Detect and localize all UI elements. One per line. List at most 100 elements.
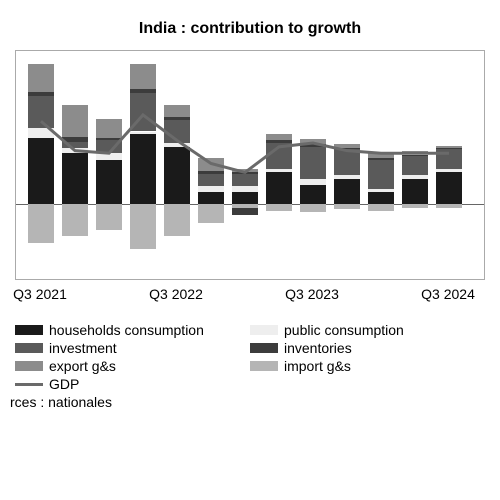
bar-segment [62,148,88,153]
bar-segment [368,160,394,189]
bar-group [334,51,360,279]
bar-group [436,51,462,279]
bar-segment [300,204,326,212]
legend-label: export g&s [49,358,116,374]
bar-segment [300,139,326,144]
bar-group [130,51,156,279]
bar-segment [198,186,224,191]
chart-plot-area [15,50,485,280]
bar-segment [164,120,190,143]
bar-segment [96,140,122,153]
legend-swatch [15,343,43,353]
bar-segment [266,169,292,173]
legend-swatch [15,361,43,371]
bar-segment [436,169,462,173]
legend-swatch [15,325,43,335]
bar-segment [28,96,54,128]
bar-segment [232,169,258,173]
legend-swatch [250,361,278,371]
bar-segment [300,144,326,147]
bar-segment [28,92,54,96]
bar-group [62,51,88,279]
bar-segment [96,119,122,138]
legend-item: export g&s [15,358,250,374]
bar-segment [334,148,360,149]
bar-segment [164,117,190,120]
bar-segment [334,175,360,179]
bar-segment [266,204,292,210]
bar-segment [130,132,156,135]
source-text: rces : nationales [10,394,490,410]
bar-segment [62,204,88,236]
bar-segment [62,137,88,142]
bar-segment [232,192,258,205]
bar-segment [164,147,190,205]
bar-segment [300,185,326,204]
bar-group [368,51,394,279]
bar-segment [198,158,224,171]
bar-group [198,51,224,279]
bar-segment [130,64,156,90]
bar-segment [130,93,156,131]
bar-segment [436,172,462,204]
legend-item: inventories [250,340,485,356]
bar-segment [232,208,258,214]
bar-segment [164,105,190,118]
bar-segment [130,89,156,93]
bar-segment [334,179,360,205]
bar-segment [334,149,360,175]
legend-row: households consumptionpublic consumption [15,322,485,338]
bar-segment [28,64,54,92]
bar-segment [198,192,224,205]
bar-segment [232,174,258,187]
bar-segment [334,144,360,148]
chart-title: India : contribution to growth [10,20,490,38]
bar-segment [130,134,156,204]
x-axis-labels: Q3 2021Q3 2022Q3 2023Q3 2024 [15,286,485,304]
legend-label: GDP [49,376,79,392]
legend-row: export g&s import g&s [15,358,485,374]
legend-swatch [250,343,278,353]
bar-segment [402,175,428,179]
bar-group [96,51,122,279]
bar-segment [62,105,88,137]
bar-segment [402,204,428,208]
bar-segment [96,153,122,159]
bar-group [266,51,292,279]
x-tick-label: Q3 2023 [285,286,339,302]
legend-item: GDP [15,376,250,392]
bar-segment [266,143,292,169]
bar-segment [96,138,122,141]
bar-segment [198,171,224,174]
bar-segment [436,148,462,149]
bar-segment [198,174,224,187]
bar-segment [368,204,394,210]
bar-segment [232,172,258,173]
bar-segment [368,158,394,159]
bar-segment [164,204,190,236]
legend-swatch [250,325,278,335]
bar-segment [402,179,428,205]
legend-row: investment inventories [15,340,485,356]
bar-segment [300,179,326,185]
bar-segment [368,192,394,205]
legend-item: investment [15,340,250,356]
legend-swatch-line [15,383,43,386]
bar-segment [402,156,428,175]
bar-group [232,51,258,279]
bar-segment [436,146,462,149]
bar-segment [368,189,394,192]
bar-segment [436,204,462,208]
bar-container [16,51,484,279]
legend: households consumptionpublic consumption… [15,322,485,392]
bar-segment [130,204,156,249]
bar-segment [96,160,122,205]
legend-label: investment [49,340,117,356]
bar-segment [28,138,54,204]
x-tick-label: Q3 2021 [13,286,67,302]
bar-segment [402,155,428,156]
legend-item: import g&s [250,358,485,374]
bar-segment [62,142,88,148]
bar-segment [368,152,394,158]
bar-segment [232,186,258,191]
